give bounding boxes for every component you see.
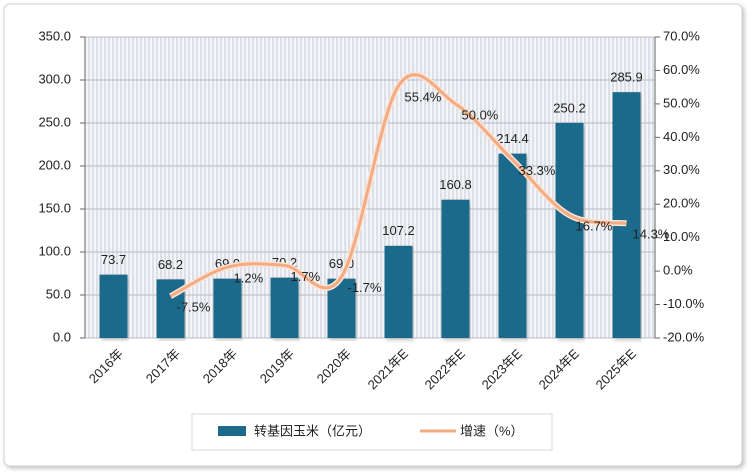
line-value-label: 1.7%	[291, 269, 321, 284]
y2-tick-label: 10.0%	[663, 229, 700, 244]
bar	[555, 122, 584, 338]
y2-tick-label: 50.0%	[663, 95, 700, 110]
line-value-label: 16.7%	[576, 219, 613, 234]
bar	[270, 277, 299, 338]
y-tick-label: 300.0	[38, 71, 71, 86]
bar-value-label: 214.4	[496, 131, 529, 146]
bar-value-label: 73.7	[101, 252, 126, 267]
line-value-label: 14.3%	[633, 227, 670, 242]
y-tick-label: 200.0	[38, 157, 71, 172]
bar	[99, 274, 128, 338]
line-value-label: 50.0%	[462, 107, 499, 122]
bar	[498, 153, 527, 338]
bar-value-label: 160.8	[439, 177, 472, 192]
y-tick-label: 50.0	[46, 286, 71, 301]
line-value-label: 55.4%	[405, 89, 442, 104]
y-tick-label: 150.0	[38, 200, 71, 215]
bar-value-label: 107.2	[382, 223, 415, 238]
y2-tick-label: -20.0%	[663, 329, 705, 344]
y2-tick-label: 40.0%	[663, 129, 700, 144]
y2-tick-label: 20.0%	[663, 196, 700, 211]
bar	[384, 245, 413, 338]
y2-tick-label: 0.0%	[663, 263, 693, 278]
legend-label: 增速（%）	[460, 423, 524, 438]
line	[169, 73, 627, 298]
y-tick-label: 250.0	[38, 114, 71, 129]
legend-label: 转基因玉米（亿元）	[254, 423, 371, 438]
y-tick-label: 350.0	[38, 28, 71, 43]
y2-tick-label: 60.0%	[663, 62, 700, 77]
bar	[612, 92, 641, 338]
bar	[213, 278, 242, 338]
y-tick-label: 100.0	[38, 243, 71, 258]
line-value-label: 1.2%	[234, 271, 264, 286]
y2-tick-label: 70.0%	[663, 28, 700, 43]
legend-box	[191, 413, 553, 451]
bar	[441, 199, 470, 338]
bar-value-label: 250.2	[553, 100, 586, 115]
line-value-label: 33.3%	[519, 163, 556, 178]
legend-swatch	[218, 426, 246, 436]
bar-value-label: 285.9	[610, 70, 643, 85]
y2-tick-label: -10.0%	[663, 296, 705, 311]
line-value-label: -1.7%	[348, 280, 382, 295]
y2-tick-label: 30.0%	[663, 162, 700, 177]
bar-value-label: 68.2	[158, 257, 183, 272]
y-tick-label: 0.0	[53, 329, 71, 344]
line-value-label: -7.5%	[177, 300, 211, 315]
